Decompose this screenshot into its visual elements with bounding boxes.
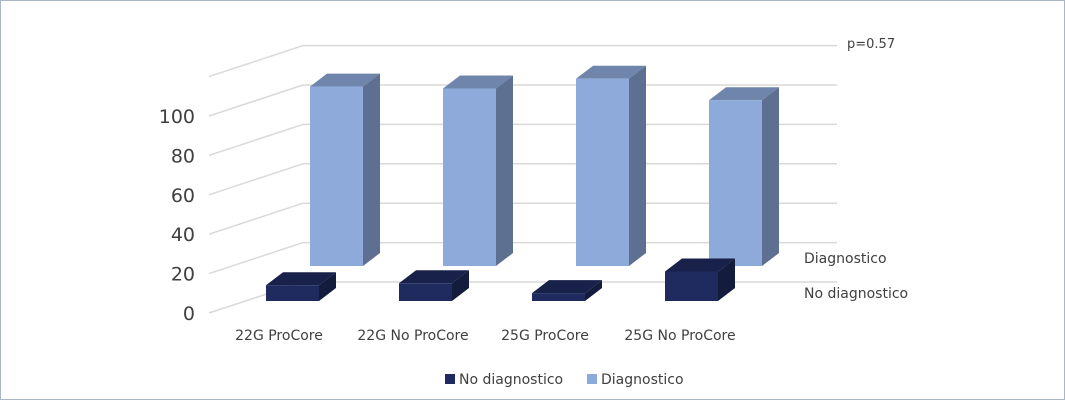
bar [665, 258, 735, 301]
legend-label: No diagnostico [459, 372, 563, 388]
p-value-annotation: p=0.57 [847, 37, 895, 52]
bars [266, 65, 779, 301]
bar-side-face [585, 280, 602, 301]
gridlines [208, 44, 837, 314]
y-tick-label: 20 [171, 264, 195, 286]
bar-top-face [576, 65, 646, 79]
legend-swatch [587, 374, 597, 384]
legend-swatch [445, 374, 455, 384]
bar-front-face [665, 271, 718, 301]
bar [709, 87, 779, 266]
category-label: 22G ProCore [235, 328, 323, 344]
bar-top-face [709, 87, 779, 101]
y-tick-label: 80 [171, 145, 195, 167]
bar [310, 73, 380, 266]
y-tick-label: 100 [159, 106, 195, 128]
legend-item: Diagnostico [587, 372, 684, 388]
series-axis-label: Diagnostico [804, 251, 887, 267]
bar-front-face [709, 100, 762, 266]
bar-top-face [399, 270, 469, 284]
y-tick-label: 40 [171, 224, 195, 246]
gridline-side [208, 202, 304, 235]
bar-front-face [443, 88, 496, 266]
gridline-side [208, 44, 304, 78]
bar [532, 280, 602, 301]
legend-item: No diagnostico [445, 372, 563, 388]
gridline-side [208, 123, 304, 157]
bar-side-face [629, 65, 646, 266]
series-axis-labels: No diagnostico Diagnostico [804, 251, 908, 302]
bar [399, 270, 469, 301]
bar [576, 65, 646, 266]
bar-front-face [310, 86, 363, 266]
legend-label: Diagnostico [601, 372, 684, 388]
bar [266, 272, 336, 301]
y-axis-ticks: 0 20 40 60 80 100 [159, 106, 195, 325]
category-label: 22G No ProCore [357, 328, 468, 344]
y-tick-label: 60 [171, 185, 195, 207]
gridline-side [208, 163, 304, 196]
bar-top-face [532, 280, 602, 294]
category-label: 25G ProCore [501, 328, 589, 344]
category-label: 25G No ProCore [624, 328, 735, 344]
bar-front-face [576, 78, 629, 266]
bar [443, 75, 513, 266]
bar-top-face [266, 272, 336, 286]
gridline-side [208, 84, 304, 117]
gridline-side [208, 241, 304, 275]
y-tick-label: 0 [183, 303, 195, 325]
bar-top-face [665, 258, 735, 272]
bar-side-face [718, 258, 735, 301]
bar-side-face [496, 75, 513, 266]
series-axis-label: No diagnostico [804, 286, 908, 302]
bar-side-face [363, 73, 380, 266]
bar-top-face [443, 75, 513, 89]
legend: No diagnostico Diagnostico [445, 372, 684, 388]
bar-side-face [452, 270, 469, 301]
bar-side-face [762, 87, 779, 266]
category-labels: 22G ProCore 22G No ProCore 25G ProCore 25G … [235, 328, 735, 344]
bar-side-face [319, 272, 336, 301]
bar-top-face [310, 73, 380, 87]
bar-front-face [399, 283, 452, 301]
bar-front-face [532, 293, 585, 301]
bar-front-face [266, 285, 319, 301]
